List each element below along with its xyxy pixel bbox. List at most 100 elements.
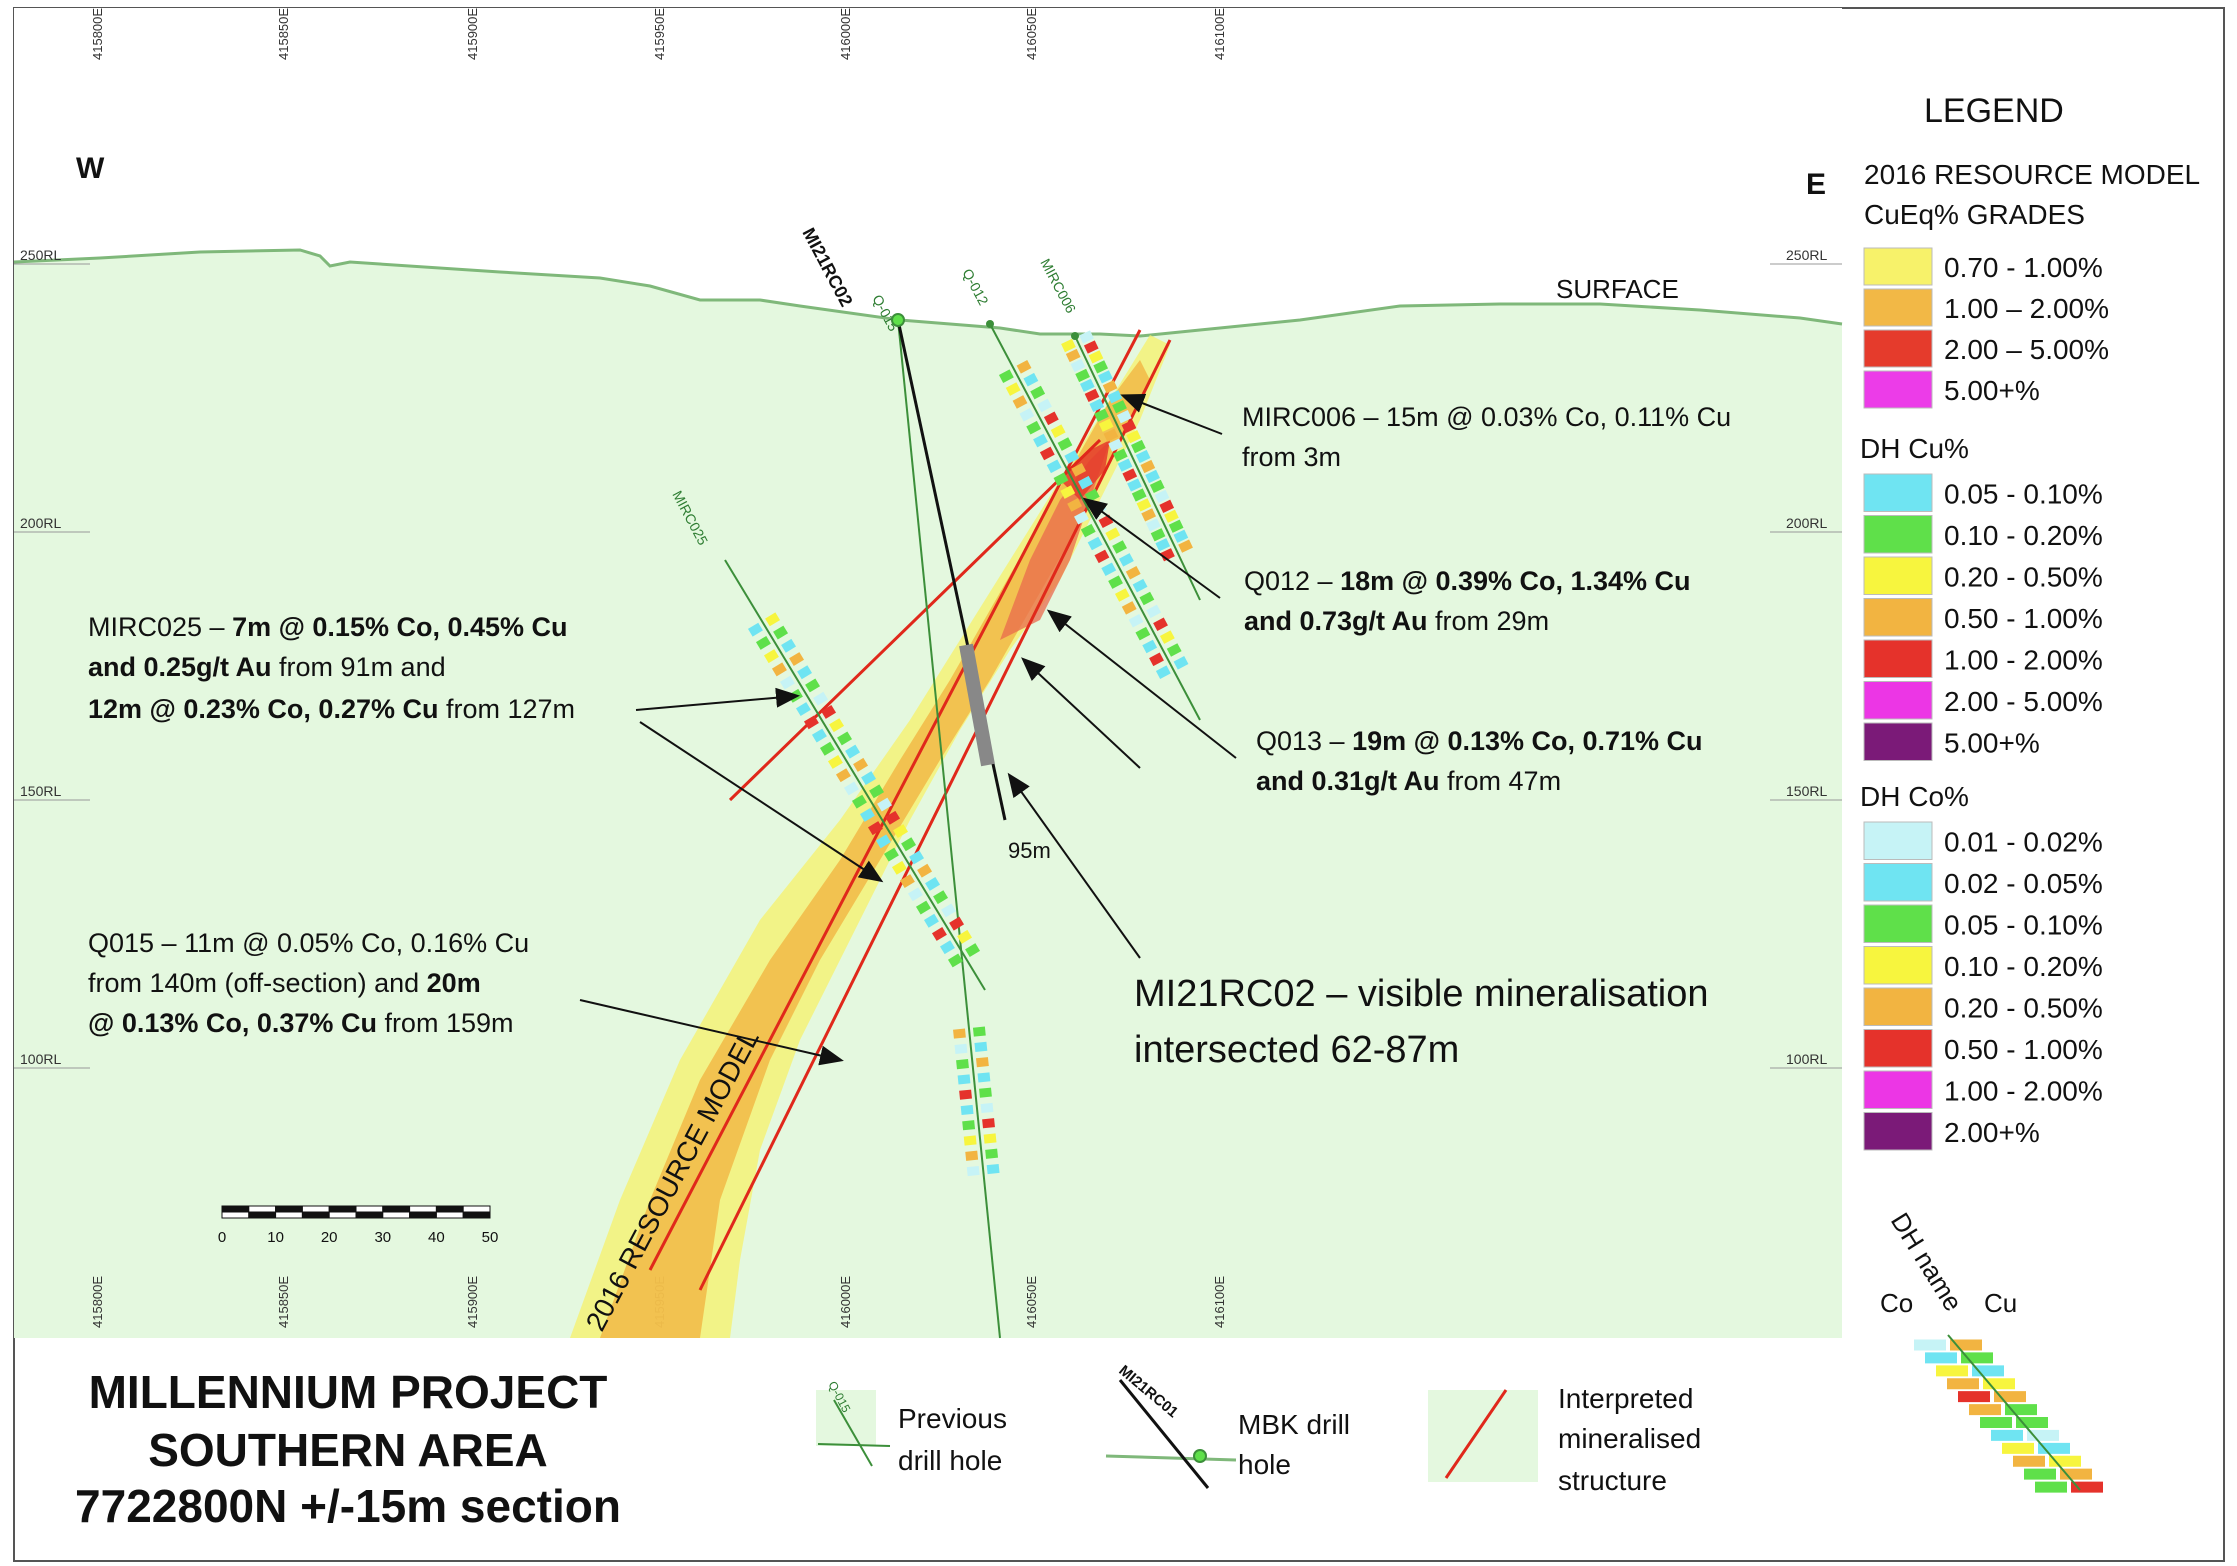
structure-line-1 [648,329,1142,1271]
legend-co-item-label: 0.05 - 0.10% [1944,910,2103,941]
legend-cu-item-label: 5.00+% [1944,728,2040,759]
arrow-mi21rc02 [1007,772,1141,959]
dh-co-tick [959,1089,972,1100]
dh-cu-tick [1083,340,1099,354]
dh-cu-tick [789,652,805,666]
key-mbk-label-2: hole [1238,1449,1291,1480]
dh-cu-tick [861,771,877,786]
dh-co-tick [779,675,795,690]
scale-bar-segment [382,1211,411,1219]
dh-co-tick [803,715,819,730]
dh-cu-tick [1139,591,1155,606]
dh-co-tick [851,794,867,809]
dh-co-tick [931,927,947,941]
annotation-mi21rc02-line2: intersected 62-87m [1134,1029,1459,1071]
dh-co-tick [965,1150,979,1161]
dh-co-tick [1112,448,1128,462]
dh-co-tick [755,635,771,650]
dh-cu-tick [972,1026,986,1037]
dh-cu-tick [1178,539,1193,553]
annotation-mi21rc02-line1: MI21RC02 – visible mineralisation [1134,973,1708,1015]
dh-co-tick [1080,523,1096,538]
dh-co-tick [1121,601,1137,615]
dh-cu-tick [1105,527,1121,541]
collar-q012 [986,320,994,328]
dh-cu-tick [1125,565,1141,580]
dh-co-tick [811,728,827,743]
dh-co-tick [1046,459,1062,474]
easting-label-top: 415900E [465,8,480,60]
rl-label-right: 250RL [1786,247,1827,263]
legend-resource-items: 0.70 - 1.00% 1.00 – 2.00% 2.00 – 5.00% 5.00… [1863,247,2109,409]
dh-cu-tick [1016,360,1032,374]
title-line-3: 7722800N +/-15m section [75,1480,621,1532]
legend-co-item-label: 0.10 - 0.20% [1944,951,2103,982]
dh-co-tick [1074,510,1089,525]
key-mbk-hole [1118,1379,1210,1489]
arrow-mirc025-b [639,721,884,883]
legend-resource-item-label: 2.00 – 5.00% [1944,334,2109,365]
annotation-q015-line3: @ 0.13% Co, 0.37% Cu from 159m [88,1008,513,1038]
dh-cu-tick [773,625,789,640]
legend-cu-item-label: 0.50 - 1.00% [1944,603,2103,634]
dh-cu-tick [1154,489,1170,503]
dh-cu-tick [1173,529,1189,543]
easting-label-bottom: 416000E [838,1276,853,1328]
dh-cu-tick [765,612,781,627]
easting-label-bottom: 416050E [1024,1276,1039,1328]
dh-cu-tick [853,757,869,772]
dh-cu-tick [901,837,917,852]
scale-bar-segment [355,1211,384,1219]
legend-cu-item-swatch [1863,639,1933,678]
dh-cu-tick [813,691,829,706]
dh-co-tick [1039,446,1055,461]
rl-label-left: 150RL [20,783,61,799]
dh-cu-tick [1093,360,1109,374]
dh-cu-tick [909,850,925,865]
dh-cu-tick [1030,385,1046,400]
legend-cu-item-label: 0.10 - 0.20% [1944,520,2103,551]
annotation-mirc025-line2: and 0.25g/t Au from 91m and [88,652,446,682]
dh-cu-tick [1023,372,1039,387]
dh-co-tick [957,1074,971,1085]
ground-fill [14,250,1842,1338]
scale-bar-segment [328,1211,357,1219]
compass-east: E [1806,168,1826,201]
rl-label-right: 150RL [1786,783,1827,799]
scale-bar-tick-label: 0 [218,1229,226,1246]
dh-cu-tick [1079,330,1094,344]
legend-co-item-swatch [1863,946,1933,985]
easting-label-top: 415800E [90,8,105,60]
title-line-1: MILLENNIUM PROJECT [89,1366,608,1418]
drill-hole-mirc006 [1074,335,1201,601]
dh-co-tick [827,755,843,769]
legend-resource-item-swatch [1863,288,1933,327]
dh-cu-tick [1071,463,1087,477]
easting-label-bottom: 416100E [1212,1276,1227,1328]
leader-arrows [579,393,1237,1066]
dh-co-tick [1084,388,1100,402]
scale-bar-segment [275,1211,303,1219]
dh-cu-tick [1098,370,1113,384]
dh-co-tick [1005,382,1021,396]
key-mbk-surface [1105,1454,1237,1462]
rl-gridlines: 250RL 250RL 200RL 200RL 150RL 150RL 100RL 100RL [14,247,1842,1069]
scale-bar-tick-label: 40 [428,1229,445,1246]
easting-label-top: 416000E [838,8,853,60]
dh-cu-tick [1131,439,1146,454]
legend-cu-item-label: 2.00 - 5.00% [1944,686,2103,717]
dh-cu-tick [1121,420,1137,434]
scale-bar-segment [435,1205,464,1213]
dh-co-tick [1067,498,1083,512]
scale-bar-tick-label: 10 [267,1229,284,1246]
rl-label-left: 100RL [20,1051,61,1067]
dh-co-tick [771,662,787,677]
dh-co-tick [1103,428,1119,442]
scale-bar-segment [462,1211,491,1219]
dh-co-tick [966,1165,980,1177]
dh-cu-tick [975,1057,989,1068]
dh-cu-tick [1078,475,1093,490]
dh-cu-tick [1173,656,1189,670]
dh-cu-tick [885,810,901,825]
legend-cu-item-swatch [1863,515,1933,554]
